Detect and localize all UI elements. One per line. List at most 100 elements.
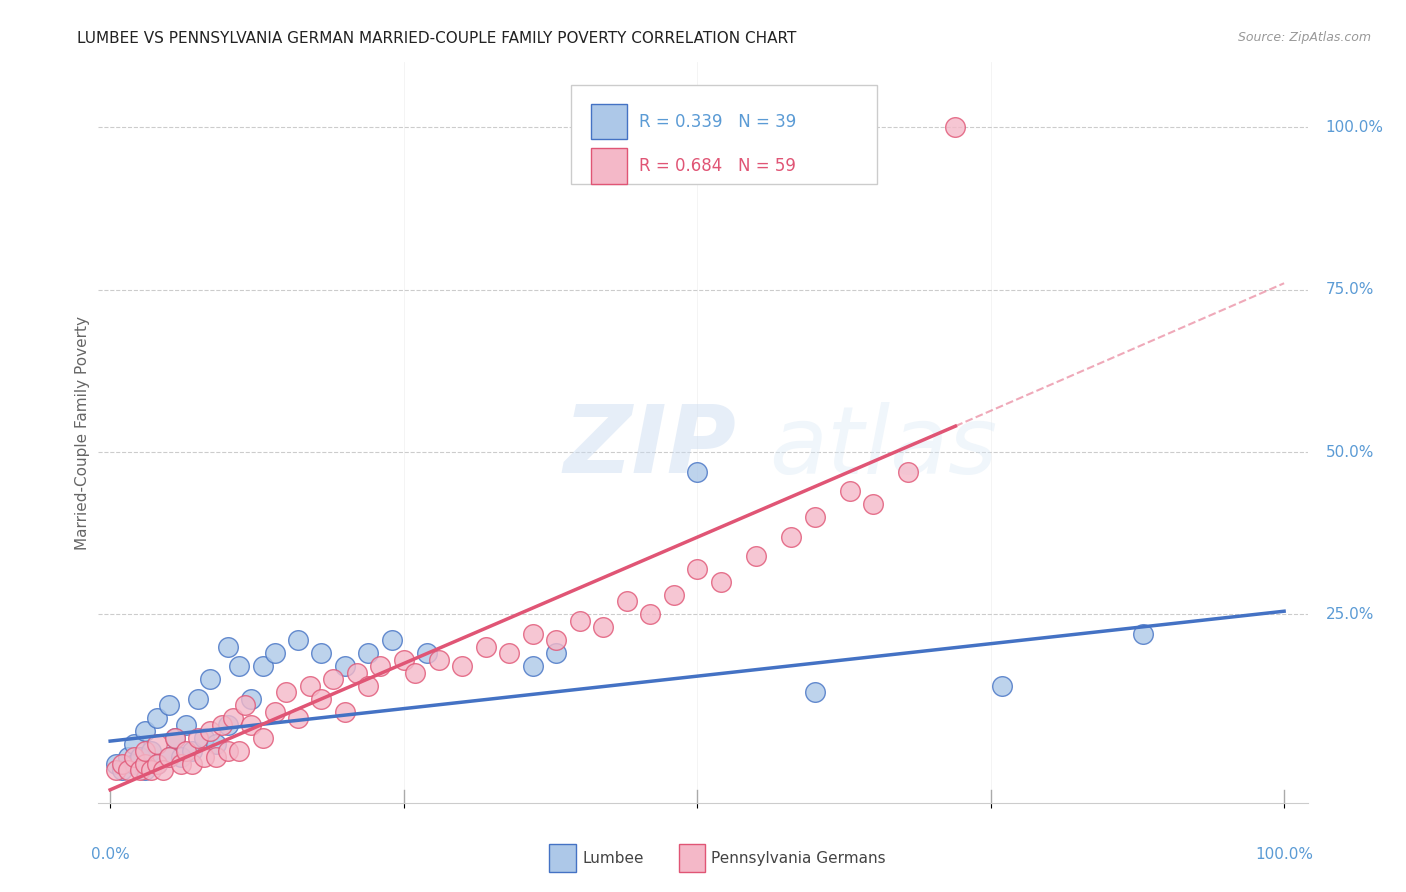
Point	[498, 647, 520, 661]
Point	[662, 588, 685, 602]
Point	[157, 750, 180, 764]
Point	[141, 744, 163, 758]
Point	[134, 724, 156, 739]
Point	[333, 659, 356, 673]
Point	[263, 705, 285, 719]
Text: Source: ZipAtlas.com: Source: ZipAtlas.com	[1237, 31, 1371, 45]
Point	[451, 659, 474, 673]
Point	[252, 731, 274, 745]
Text: atlas: atlas	[769, 402, 998, 493]
Point	[122, 756, 145, 771]
Point	[240, 718, 263, 732]
Point	[117, 764, 139, 778]
Point	[381, 633, 404, 648]
Point	[146, 756, 169, 771]
Point	[122, 737, 145, 751]
Point	[146, 711, 169, 725]
Point	[169, 750, 191, 764]
Point	[686, 562, 709, 576]
FancyBboxPatch shape	[591, 103, 627, 139]
Point	[193, 750, 215, 764]
Point	[204, 750, 226, 764]
Point	[357, 647, 380, 661]
Point	[945, 120, 967, 135]
Point	[157, 698, 180, 713]
Point	[176, 718, 198, 732]
FancyBboxPatch shape	[679, 844, 706, 872]
Point	[198, 724, 221, 739]
Point	[228, 744, 250, 758]
Point	[117, 750, 139, 764]
Point	[146, 737, 169, 751]
Text: R = 0.684   N = 59: R = 0.684 N = 59	[638, 157, 796, 175]
Text: Lumbee: Lumbee	[582, 851, 644, 866]
Point	[157, 750, 180, 764]
Point	[546, 633, 568, 648]
Text: 25.0%: 25.0%	[1326, 607, 1374, 622]
Point	[710, 574, 733, 589]
Point	[217, 640, 239, 654]
Point	[838, 484, 860, 499]
Point	[1132, 627, 1154, 641]
Point	[276, 685, 298, 699]
Point	[416, 647, 439, 661]
Point	[745, 549, 768, 563]
Point	[263, 647, 285, 661]
Point	[522, 627, 544, 641]
Point	[187, 692, 209, 706]
Point	[187, 731, 209, 745]
Point	[181, 744, 204, 758]
FancyBboxPatch shape	[571, 86, 877, 184]
Point	[193, 731, 215, 745]
Point	[392, 653, 415, 667]
Point	[862, 497, 884, 511]
Point	[122, 750, 145, 764]
Point	[111, 756, 134, 771]
Point	[217, 718, 239, 732]
Text: 0.0%: 0.0%	[91, 847, 129, 863]
Point	[686, 465, 709, 479]
Point	[522, 659, 544, 673]
Point	[638, 607, 661, 622]
Text: 100.0%: 100.0%	[1326, 120, 1384, 135]
Text: 75.0%: 75.0%	[1326, 282, 1374, 297]
Point	[991, 679, 1014, 693]
FancyBboxPatch shape	[591, 148, 627, 184]
Point	[217, 744, 239, 758]
Point	[181, 756, 204, 771]
Point	[346, 665, 368, 680]
Point	[546, 647, 568, 661]
Point	[169, 756, 191, 771]
Point	[134, 756, 156, 771]
Point	[211, 718, 233, 732]
Point	[228, 659, 250, 673]
Point	[298, 679, 321, 693]
Point	[897, 465, 920, 479]
Point	[141, 764, 163, 778]
Point	[240, 692, 263, 706]
Point	[252, 659, 274, 673]
Point	[222, 711, 245, 725]
Point	[311, 692, 333, 706]
Point	[475, 640, 498, 654]
Point	[333, 705, 356, 719]
Point	[780, 529, 803, 543]
Point	[404, 665, 426, 680]
Point	[146, 756, 169, 771]
Point	[134, 764, 156, 778]
Y-axis label: Married-Couple Family Poverty: Married-Couple Family Poverty	[75, 316, 90, 549]
Text: ZIP: ZIP	[564, 401, 737, 493]
Point	[592, 620, 614, 634]
Text: Pennsylvania Germans: Pennsylvania Germans	[711, 851, 886, 866]
Point	[176, 744, 198, 758]
Point	[311, 647, 333, 661]
Point	[368, 659, 391, 673]
Text: R = 0.339   N = 39: R = 0.339 N = 39	[638, 112, 796, 130]
Point	[803, 685, 825, 699]
Point	[357, 679, 380, 693]
FancyBboxPatch shape	[550, 844, 576, 872]
Point	[204, 737, 226, 751]
Point	[163, 731, 186, 745]
Point	[198, 673, 221, 687]
Point	[163, 731, 186, 745]
